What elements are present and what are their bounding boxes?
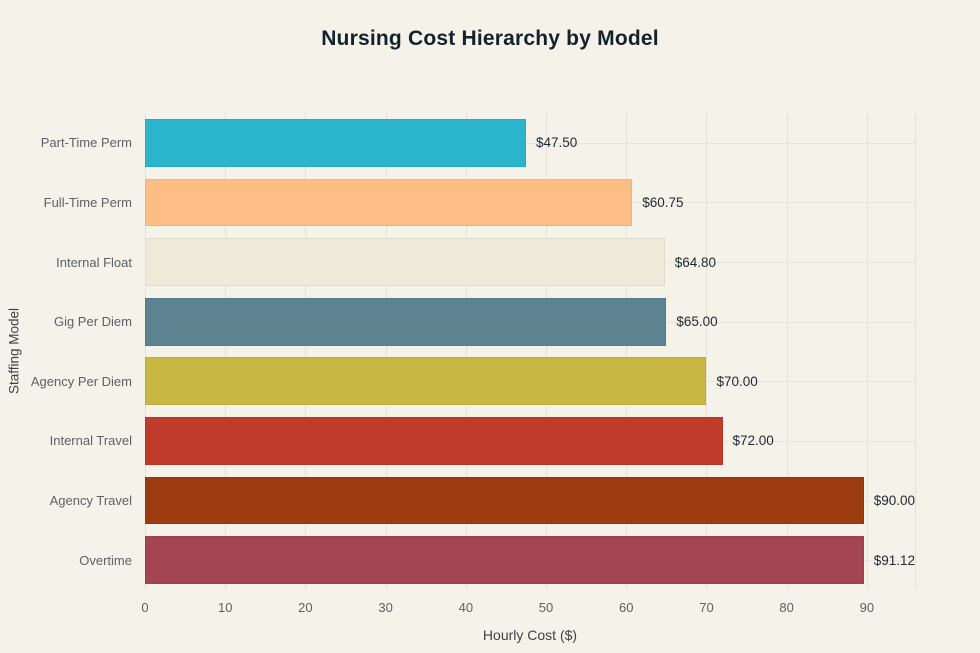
bar-agency-per-diem bbox=[145, 357, 707, 406]
x-tick-label: 20 bbox=[298, 600, 313, 615]
bar-overtime bbox=[145, 536, 864, 585]
bar-agency-travel bbox=[145, 476, 864, 525]
gridline bbox=[305, 113, 307, 590]
value-label: $64.80 bbox=[674, 254, 717, 270]
x-tick-label: 60 bbox=[619, 600, 634, 615]
x-tick-label: 40 bbox=[458, 600, 474, 615]
category-label: Full-Time Perm bbox=[43, 194, 132, 210]
gridline bbox=[866, 113, 868, 590]
value-label: $90.00 bbox=[873, 493, 915, 509]
gridline bbox=[706, 113, 708, 590]
category-label: Part-Time Perm bbox=[40, 135, 132, 151]
chart-row: Internal Float $64.80 bbox=[56, 232, 915, 292]
category-label: Gig Per Diem bbox=[53, 314, 132, 330]
category-label: Internal Travel bbox=[49, 433, 132, 449]
chart-row: Gig Per Diem $65.00 bbox=[54, 292, 915, 352]
category-label: Overtime bbox=[79, 552, 132, 568]
chart-rows: Part-Time Perm $47.50 Full-Time Perm $60.75… bbox=[31, 113, 915, 590]
bar-gig-per-diem bbox=[145, 297, 667, 346]
value-label: $72.00 bbox=[732, 433, 774, 449]
value-label: $60.75 bbox=[642, 194, 684, 210]
gridlines bbox=[145, 113, 916, 590]
x-tick-label: 80 bbox=[779, 600, 794, 615]
x-tick-label: 10 bbox=[217, 600, 233, 615]
x-tick-label: 30 bbox=[378, 600, 393, 615]
gridline bbox=[145, 113, 146, 590]
x-tick-label: 70 bbox=[699, 600, 714, 615]
gridline bbox=[786, 113, 788, 590]
chart-row: Agency Travel $90.00 bbox=[50, 471, 915, 531]
chart-row: Internal Travel $72.00 bbox=[50, 411, 915, 471]
category-label: Agency Per Diem bbox=[30, 373, 132, 389]
y-axis-title: Staffing Model bbox=[6, 307, 22, 395]
chart-row: Overtime $91.12 bbox=[79, 530, 915, 590]
x-axis-title: Hourly Cost ($) bbox=[482, 627, 578, 643]
value-label: $91.12 bbox=[873, 552, 915, 568]
chart-row: Part-Time Perm $47.50 bbox=[41, 113, 915, 173]
category-label: Agency Travel bbox=[49, 493, 132, 509]
x-tick-label: 90 bbox=[859, 600, 875, 615]
gridline bbox=[626, 113, 628, 590]
x-ticks: 0 10 20 30 40 50 60 70 80 90 bbox=[141, 590, 915, 620]
gridline bbox=[385, 113, 387, 590]
bar-part-time-perm bbox=[145, 118, 526, 167]
gridline bbox=[465, 113, 467, 590]
value-label: $65.00 bbox=[676, 314, 718, 330]
chart-row: Agency Per Diem $70.00 bbox=[31, 352, 915, 412]
bar-internal-float bbox=[145, 238, 665, 286]
category-label: Internal Float bbox=[56, 254, 132, 270]
gridline bbox=[915, 113, 916, 590]
chart-row: Full-Time Perm $60.75 bbox=[44, 173, 915, 233]
value-label: $47.50 bbox=[535, 135, 578, 151]
gridline bbox=[225, 113, 227, 590]
gridline bbox=[546, 113, 548, 590]
value-label: $70.00 bbox=[716, 373, 758, 389]
chart-title: Nursing Cost Hierarchy by Model bbox=[321, 27, 659, 50]
bar-internal-travel bbox=[145, 417, 723, 465]
x-tick-label: 50 bbox=[538, 600, 554, 615]
bar-full-time-perm bbox=[145, 178, 633, 227]
x-tick-label: 0 bbox=[141, 600, 149, 615]
plot-area: Part-Time Perm $47.50 Full-Time Perm $60.75… bbox=[31, 113, 916, 643]
